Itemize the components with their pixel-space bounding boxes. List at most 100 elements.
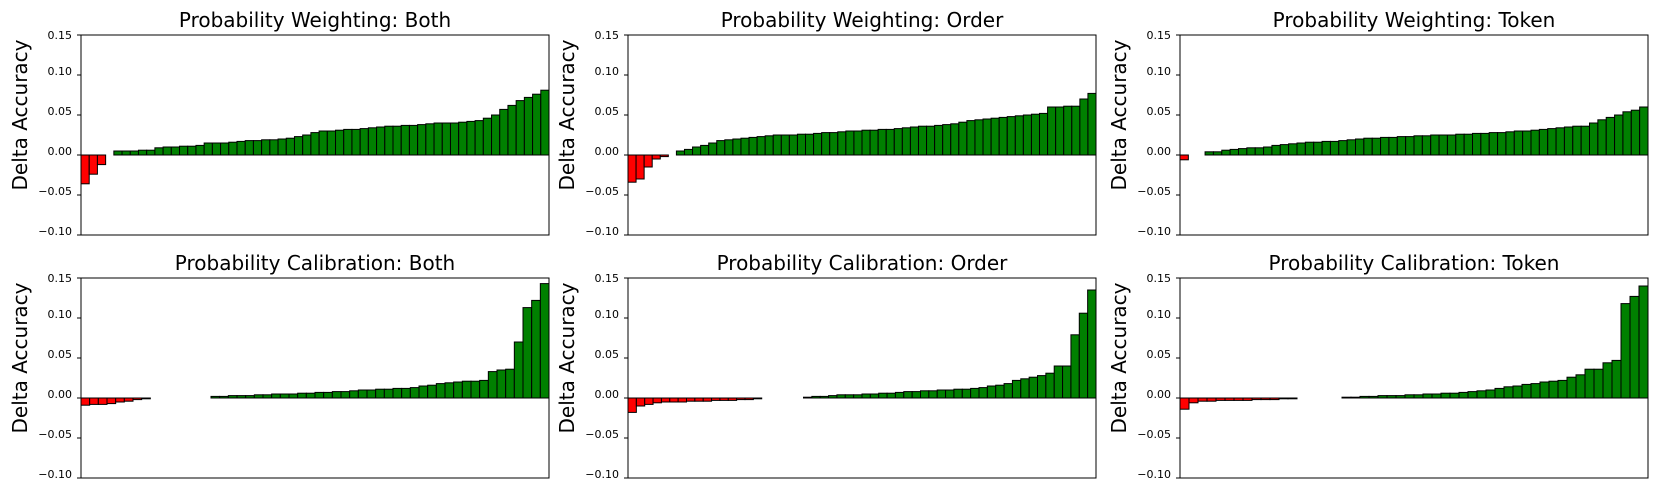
subplot-calibration-order: Probability Calibration: Order Delta Acc… [555,251,1097,481]
bar [97,397,108,405]
bar [326,130,337,156]
bar [708,142,718,156]
bar [716,140,726,156]
bar-series [627,289,1097,413]
bar [1463,133,1473,156]
bar [1405,136,1415,156]
bar [418,385,429,399]
bar [998,116,1008,156]
y-tick-label: 0.15 [1147,29,1172,42]
bar [724,139,734,156]
bar [441,122,451,156]
bar [236,395,247,399]
bar [1321,140,1331,156]
bar [262,394,273,399]
y-tick-label: −0.10 [1137,225,1171,238]
y-tick-label: −0.10 [585,225,619,238]
bar [1206,397,1217,402]
bar [886,392,896,399]
bar [821,132,831,156]
bar [813,132,823,156]
bar-series [1179,285,1649,410]
y-tick-label: 0.05 [595,105,620,118]
bar [458,121,468,156]
bar [669,397,679,403]
bar [1271,144,1281,156]
bar [115,397,125,403]
bar [1296,142,1306,156]
bar [1254,147,1265,156]
bar [1557,379,1568,399]
bar [702,397,713,402]
bar [878,392,888,399]
bar [958,121,968,156]
bar [318,130,328,156]
bar [383,388,394,399]
bar [652,397,662,404]
bar [1251,397,1262,401]
bar [1278,397,1289,400]
bar [141,397,151,400]
bar [627,397,637,413]
y-tick-label: 0.15 [48,272,73,285]
bar [911,391,921,399]
bar [926,125,936,156]
bar [96,154,107,166]
bar [129,150,139,156]
bar [522,307,533,399]
bar [995,384,1005,399]
bar [1597,119,1607,156]
bar [1572,125,1582,156]
bar [844,394,855,399]
bar [343,128,353,156]
bar [953,388,963,399]
bar [1070,334,1080,399]
bar [409,387,420,399]
bar [736,397,746,401]
bar [195,144,205,156]
bar [401,387,411,399]
bar [986,385,997,399]
bar [1566,376,1577,399]
y-axis-ticks: 0.15 0.10 0.05 0.00 −0.05 −0.10 [38,29,81,238]
bar [427,384,437,399]
y-tick-label: 0.10 [1147,65,1172,78]
bar-series [80,89,550,185]
bar [1547,128,1557,156]
bar-series [80,283,550,406]
bar [219,395,229,399]
bar [819,395,830,399]
bar [677,397,687,403]
bar [1539,381,1550,399]
y-tick-label: −0.10 [38,468,72,481]
bar [540,89,550,156]
bar [479,379,489,399]
bar [236,140,246,156]
bar [302,134,312,156]
bar [711,397,721,401]
bar [970,387,980,399]
y-tick-label: 0.05 [48,348,73,361]
bar [966,120,976,156]
bar [1438,134,1448,156]
bar [1413,394,1424,399]
bar [1589,122,1599,156]
bar [727,397,738,401]
bar [836,394,846,399]
bar [1497,132,1507,156]
bar [1260,397,1271,401]
bar [335,129,345,156]
bar [1037,375,1047,399]
bar [1242,397,1253,401]
y-axis-label: Delta Accuracy [8,282,32,433]
bar [433,122,443,156]
bar [482,117,493,156]
bar [359,128,369,156]
bar [539,283,550,399]
y-tick-label: −0.10 [585,468,619,481]
bar [1246,147,1256,156]
bar [740,137,750,156]
bar [1011,379,1022,399]
bar [146,149,156,156]
bar [461,380,472,399]
